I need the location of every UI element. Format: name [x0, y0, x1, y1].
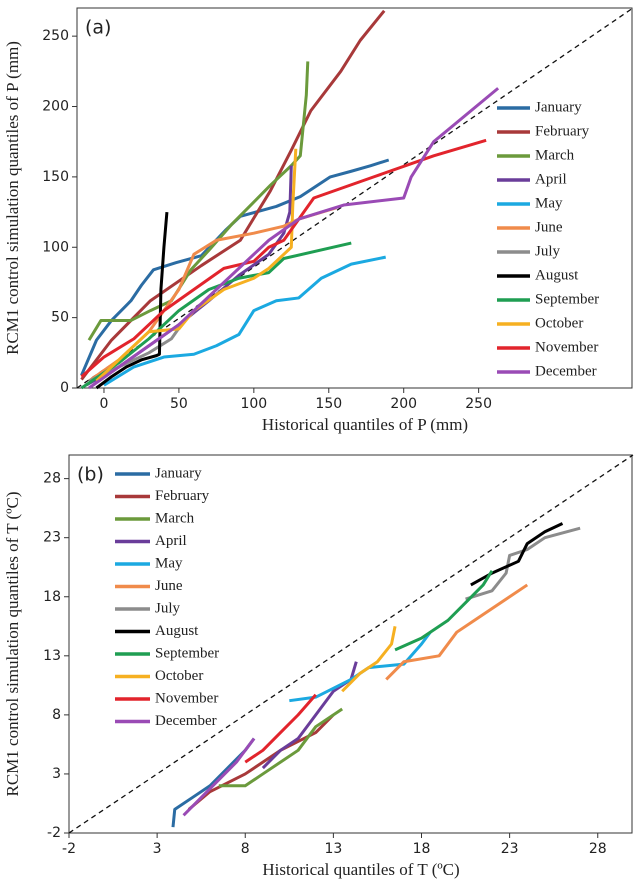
x-tick-label: 200 — [390, 396, 417, 412]
legend-label: March — [155, 510, 195, 526]
y-tick-label: 50 — [51, 310, 69, 326]
series-line — [95, 148, 298, 383]
legend-label: May — [535, 195, 563, 211]
x-tick-label: 150 — [315, 396, 342, 412]
series-line — [80, 138, 487, 378]
legend-label: November — [155, 690, 218, 706]
y-tick-label: 18 — [43, 589, 61, 605]
x-tick-label: 13 — [324, 841, 342, 857]
series-line — [244, 693, 317, 764]
plot-frame — [68, 454, 633, 834]
legend-label: February — [155, 488, 210, 504]
series-line — [80, 9, 386, 381]
legend-label: October — [155, 668, 203, 684]
series-line — [394, 569, 494, 652]
series-line — [88, 316, 188, 383]
series-line — [465, 526, 581, 601]
series-line — [95, 211, 169, 390]
series-line — [88, 87, 500, 390]
x-tick-label: 8 — [241, 841, 250, 857]
panel-label: (a) — [85, 17, 111, 39]
legend-label: November — [535, 339, 598, 355]
y-tick-label: 8 — [52, 707, 61, 723]
diagonal — [68, 454, 634, 834]
x-tick-label: 3 — [153, 841, 162, 857]
legend-label: July — [155, 600, 181, 616]
legend-label: February — [535, 123, 590, 139]
diagonal — [76, 7, 634, 389]
legend-label: April — [535, 171, 567, 187]
series-line — [261, 661, 358, 770]
y-tick-label: 28 — [43, 471, 61, 487]
y-tick-label: 3 — [52, 766, 61, 782]
legend-label: October — [535, 315, 583, 331]
x-tick-label: 100 — [240, 396, 267, 412]
x-tick-label: 18 — [413, 841, 431, 857]
series-line — [218, 707, 344, 788]
y-tick-label: 13 — [43, 648, 61, 664]
x-tick-label: 50 — [170, 396, 188, 412]
legend-label: September — [535, 291, 599, 307]
y-tick-label: 150 — [42, 169, 69, 185]
legend-label: July — [535, 243, 561, 259]
series-line — [187, 713, 335, 811]
legend-label: January — [535, 99, 582, 115]
legend-label: June — [155, 578, 183, 594]
panel-label: (b) — [77, 464, 104, 486]
y-tick-label: -2 — [47, 825, 61, 841]
x-tick-label: 28 — [589, 841, 607, 857]
legend-label: April — [155, 533, 187, 549]
series-line — [341, 625, 397, 693]
series-line — [385, 583, 529, 681]
x-tick-label: 23 — [501, 841, 519, 857]
x-tick-label: -2 — [62, 841, 76, 857]
legend-label: August — [535, 267, 579, 283]
legend-label: March — [535, 147, 575, 163]
y-tick-label: 250 — [42, 28, 69, 44]
legend-label: September — [155, 645, 219, 661]
series-line — [80, 241, 352, 390]
y-tick-label: 0 — [60, 380, 69, 396]
legend-label: June — [535, 219, 563, 235]
y-axis-title: RCM1 control simulation quantiles of P (… — [3, 41, 22, 355]
series-line — [103, 255, 387, 387]
x-axis-title: Historical quantiles of P (mm) — [262, 415, 468, 434]
legend-label: August — [155, 623, 199, 639]
legend-label: December — [155, 713, 217, 729]
y-tick-label: 100 — [42, 239, 69, 255]
series-line — [182, 737, 256, 817]
legend-label: May — [155, 555, 183, 571]
legend-label: January — [155, 465, 202, 481]
y-tick-label: 200 — [42, 99, 69, 115]
x-axis-title: Historical quantiles of T (ºC) — [262, 860, 459, 879]
series-line — [87, 61, 310, 341]
y-axis-title: RCM1 control simulation quantiles of T (… — [3, 492, 22, 797]
y-tick-label: 23 — [43, 530, 61, 546]
x-tick-label: 0 — [100, 396, 109, 412]
plot-frame — [76, 7, 633, 389]
legend-label: December — [535, 363, 597, 379]
x-tick-label: 250 — [465, 396, 492, 412]
